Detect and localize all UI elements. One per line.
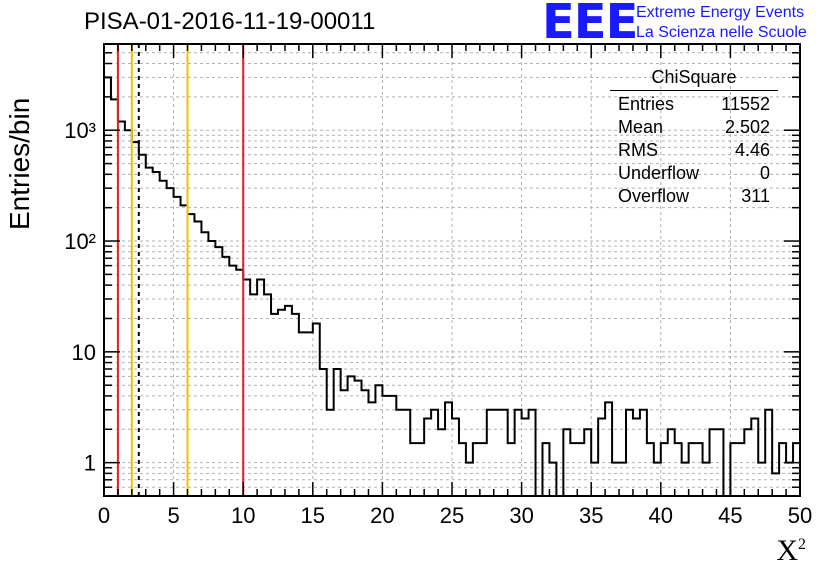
- stats-label: Underflow: [618, 163, 700, 183]
- x-tick-label: 50: [788, 503, 812, 528]
- histogram-layer: [103, 76, 801, 497]
- vertical-lines-layer: [116, 44, 245, 496]
- y-tick-label: 1: [84, 451, 96, 476]
- axes-layer: 0 5 10 15 20 25 30 35 40 45 50 1 10 10² 10³: [64, 43, 812, 528]
- stats-label: Overflow: [618, 186, 690, 206]
- logo-subtitle-2: La Scienza nelle Scuole: [636, 24, 807, 41]
- stats-row-entries: Entries 11552: [610, 93, 778, 116]
- stats-box: ChiSquare Entries 11552 Mean 2.502 RMS 4.46…: [610, 67, 778, 208]
- x-tick-label: 25: [440, 503, 464, 528]
- y-tick-label: 10: [72, 340, 96, 365]
- x-tick-label: 0: [98, 503, 110, 528]
- x-tick-label: 30: [509, 503, 533, 528]
- stats-label: Mean: [618, 117, 664, 137]
- plot-title: PISA-01-2016-11-19-00011: [84, 8, 376, 35]
- y-tick-label: 10²: [64, 229, 96, 254]
- stats-row-mean: Mean 2.502: [610, 116, 778, 139]
- x-tick-label: 5: [167, 503, 179, 528]
- stats-label: RMS: [618, 140, 658, 160]
- stats-value: 4.46: [734, 140, 770, 160]
- x-tick-label: 35: [579, 503, 603, 528]
- stats-title: ChiSquare: [610, 67, 778, 91]
- stats-label: Entries: [618, 94, 675, 114]
- stats-value: 2.502: [724, 117, 770, 137]
- y-axis-label: Entries/bin: [4, 97, 35, 230]
- x-axis-label-sup: 2: [798, 536, 806, 553]
- x-tick-label: 40: [649, 503, 673, 528]
- x-tick-label: 20: [370, 503, 394, 528]
- stats-row-rms: RMS 4.46: [610, 139, 778, 162]
- stats-value: 0: [759, 163, 770, 183]
- histogram-bars: [103, 76, 801, 497]
- logo-subtitle-1: Extreme Energy Events: [636, 4, 805, 21]
- stats-value: 311: [741, 186, 770, 206]
- stats-row-overflow: Overflow 311: [610, 185, 778, 208]
- y-tick-label: 10³: [64, 118, 96, 143]
- x-tick-label: 15: [301, 503, 325, 528]
- x-axis-label: X2: [776, 534, 806, 568]
- x-tick-label: 10: [231, 503, 255, 528]
- x-tick-label: 45: [718, 503, 742, 528]
- x-axis-label-base: X: [776, 534, 798, 567]
- grid-layer: [104, 44, 800, 496]
- stats-row-underflow: Underflow 0: [610, 162, 778, 185]
- stats-value: 11552: [721, 94, 770, 114]
- eee-logo: EEE: [542, 0, 638, 50]
